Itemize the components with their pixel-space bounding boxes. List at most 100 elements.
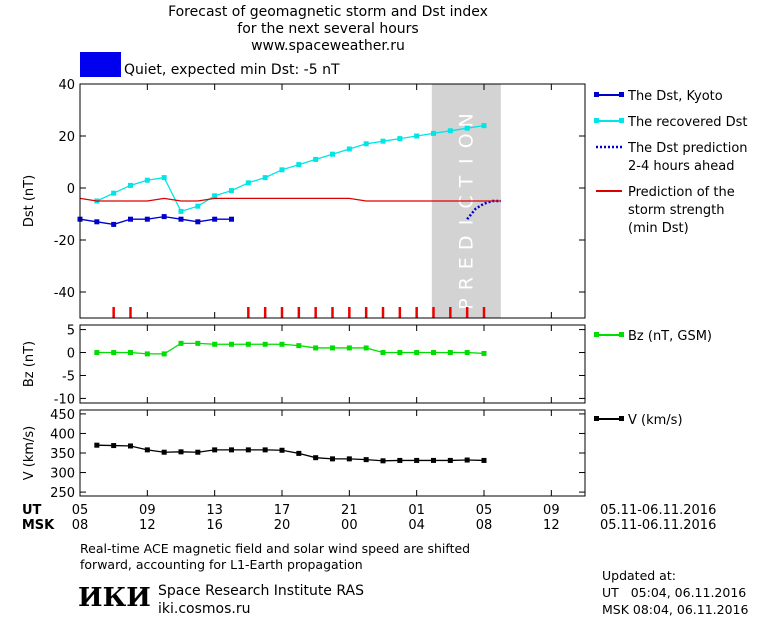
updated-msk: MSK 08:04, 06.11.2016 [602, 602, 749, 617]
y-tick-label: 300 [50, 467, 75, 482]
data-point [414, 133, 420, 139]
prediction-label-letter: N [455, 113, 477, 127]
data-point [144, 351, 150, 357]
msk-tick-label: 12 [139, 518, 156, 533]
data-point [229, 341, 234, 347]
status-text: Quiet, expected min Dst: -5 nT [124, 62, 340, 78]
data-point [380, 138, 386, 144]
prediction-label-letter: E [455, 257, 477, 269]
data-point [397, 457, 403, 463]
legend-label: The Dst, Kyoto [627, 89, 723, 104]
data-point [330, 345, 335, 351]
data-point [279, 341, 285, 347]
data-point [229, 447, 234, 453]
plot-frame-bz [79, 324, 586, 404]
legend-label: 2-4 hours ahead [628, 159, 734, 174]
data-point [296, 343, 302, 349]
legend-label: (min Dst) [628, 221, 689, 236]
data-point [195, 449, 201, 455]
y-axis-label: V (km/s) [22, 426, 37, 481]
data-point [397, 350, 403, 356]
ut-tick-label: 21 [341, 503, 358, 518]
legend-label: The recovered Dst [627, 115, 747, 130]
prediction-label-letter: T [455, 175, 477, 188]
ut-tick-label: 01 [408, 503, 425, 518]
prediction-label-letter: I [455, 220, 477, 226]
ut-tick-label: 05 [72, 503, 89, 518]
chart-title-line-3[interactable]: www.spaceweather.ru [251, 38, 405, 54]
prediction-label-letter: C [455, 195, 477, 208]
data-point [111, 443, 117, 449]
ut-date-range: 05.11-06.11.2016 [600, 503, 716, 518]
data-point [94, 219, 100, 225]
data-point [397, 136, 403, 142]
chart-title-line-2: for the next several hours [237, 21, 419, 37]
data-point [330, 456, 335, 462]
data-point [111, 350, 117, 356]
series-line-dst-3 [79, 197, 501, 202]
plot-frame-v [79, 409, 586, 497]
data-point [279, 447, 285, 453]
y-tick-label: 0 [67, 347, 75, 362]
y-axis-label: Bz (nT) [22, 341, 37, 387]
data-point [414, 350, 420, 356]
data-point [128, 216, 133, 222]
y-tick-label: 450 [50, 408, 75, 423]
y-tick-label: -40 [54, 286, 75, 301]
ut-tick-label: 09 [543, 503, 560, 518]
data-point [195, 219, 201, 225]
data-point [481, 123, 487, 129]
data-point [313, 345, 319, 351]
y-tick-label: 0 [67, 182, 75, 197]
data-point [363, 457, 369, 463]
legend-marker [619, 92, 624, 97]
data-point [346, 456, 352, 462]
data-point [313, 455, 319, 461]
status-color-swatch [80, 52, 121, 77]
data-point [380, 458, 386, 464]
data-point [212, 447, 218, 453]
data-point [212, 341, 218, 347]
prediction-label-letter: O [455, 133, 477, 148]
data-point [195, 203, 201, 209]
propagation-note: Real-time ACE magnetic field and solar w… [80, 541, 471, 572]
data-point [144, 216, 150, 222]
y-tick-label: 250 [50, 486, 75, 501]
data-point [161, 214, 167, 220]
data-point [313, 156, 319, 162]
series-line-dst-2 [466, 199, 501, 220]
data-point [229, 216, 234, 222]
y-tick-label: 350 [50, 447, 75, 462]
data-point [346, 345, 352, 351]
data-point [431, 350, 436, 356]
iki-logo: ИКИ [78, 583, 151, 613]
legend-marker [594, 118, 599, 123]
prediction-label-letter: R [455, 277, 477, 290]
prediction-label-letter: I [455, 158, 477, 164]
plot-frame-dst [79, 83, 586, 319]
data-point [279, 167, 285, 173]
legend-marker [594, 92, 599, 97]
data-point [481, 457, 487, 463]
data-point [296, 450, 302, 456]
y-tick-label: 400 [50, 427, 75, 442]
legend-label: V (km/s) [628, 413, 683, 428]
updated-ut: UT 05:04, 06.11.2016 [602, 585, 747, 600]
msk-tick-label: 20 [274, 518, 291, 533]
data-point [296, 162, 302, 168]
msk-tick-label: 00 [341, 518, 358, 533]
institute-site[interactable]: iki.cosmos.ru [158, 601, 251, 617]
legend-marker [619, 332, 624, 337]
ut-axis-label: UT [22, 503, 42, 518]
series-line-dst-0 [79, 215, 232, 226]
data-point [464, 457, 470, 463]
series-line-v-0 [96, 444, 485, 462]
y-axis-label: Dst (nT) [22, 175, 37, 227]
data-point [464, 125, 470, 131]
data-point [195, 340, 201, 346]
data-point [161, 351, 167, 357]
data-point [161, 175, 167, 181]
data-point [380, 350, 386, 356]
msk-tick-label: 12 [543, 518, 560, 533]
